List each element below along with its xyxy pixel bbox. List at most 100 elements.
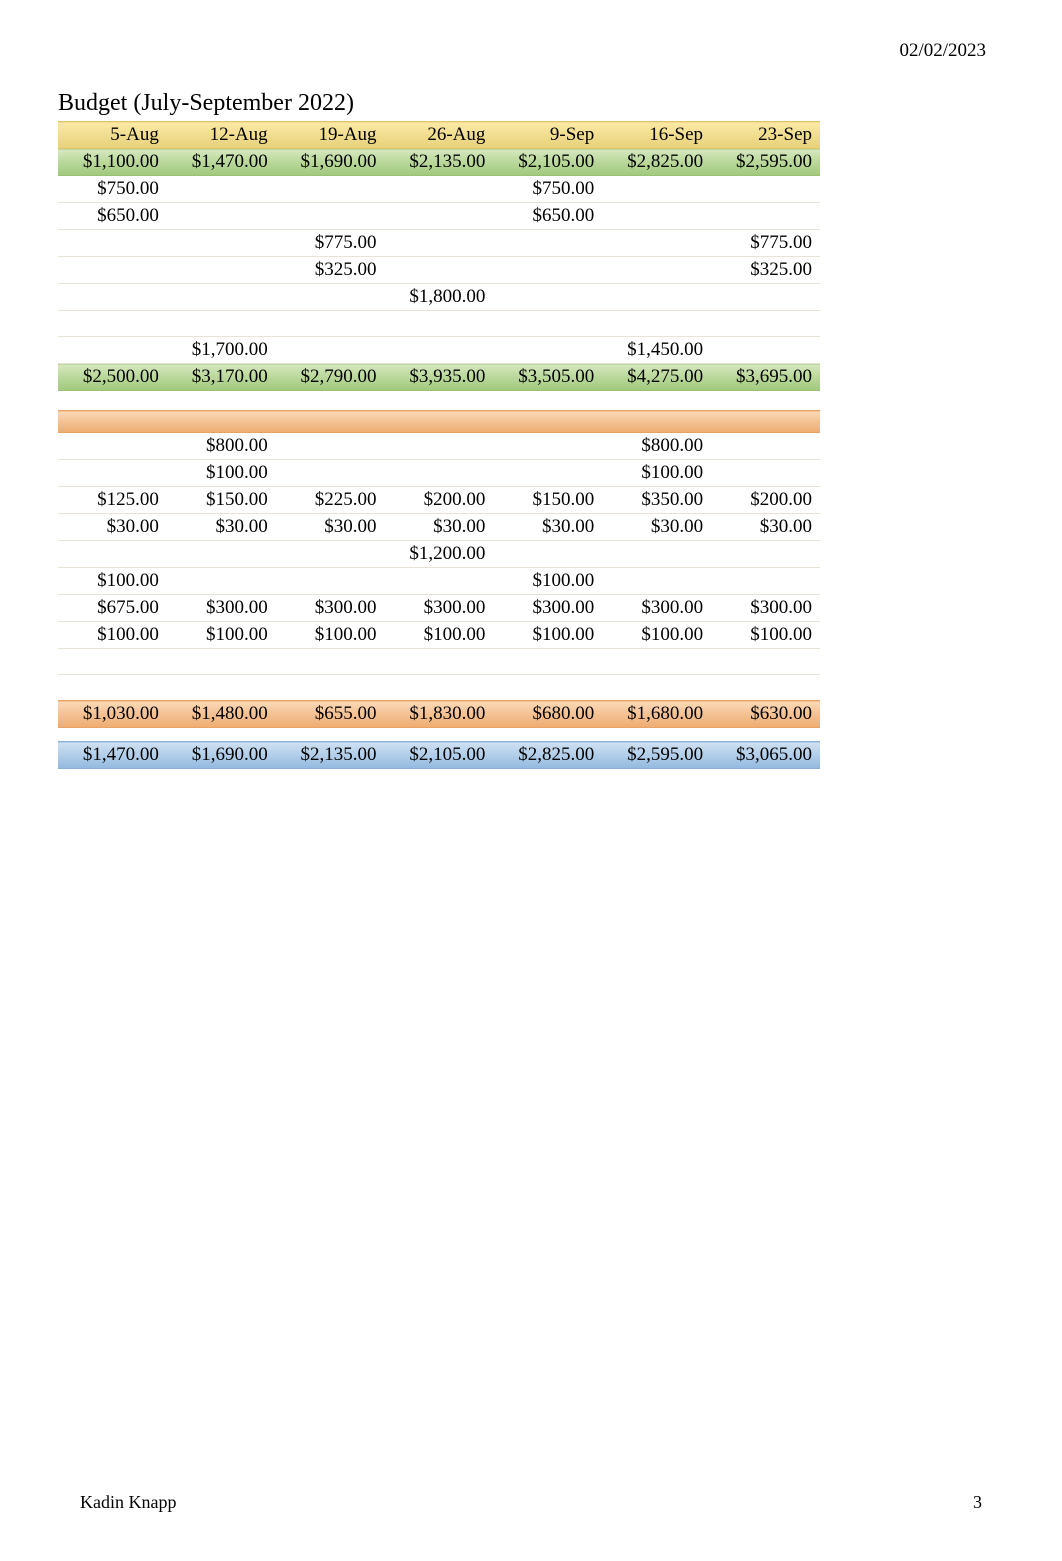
budget-table: 5-Aug12-Aug19-Aug26-Aug9-Sep16-Sep23-Sep… [58,121,820,769]
table-cell: $1,470.00 [58,742,167,769]
table-cell: $150.00 [493,487,602,514]
table-cell [602,257,711,284]
table-cell [385,649,494,675]
table-cell [276,541,385,568]
table-row [58,649,820,675]
table-cell: $655.00 [276,701,385,728]
table-cell: $100.00 [493,568,602,595]
table-row [58,411,820,433]
table-cell [711,284,820,311]
budget-table-wrap: 5-Aug12-Aug19-Aug26-Aug9-Sep16-Sep23-Sep… [58,121,820,769]
table-cell: $3,170.00 [167,364,276,391]
column-header: 12-Aug [167,122,276,149]
table-cell [602,311,711,337]
table-cell [276,460,385,487]
table-cell [602,176,711,203]
table-cell [58,257,167,284]
table-cell [385,391,494,411]
table-cell [711,203,820,230]
table-cell [711,649,820,675]
table-cell: $300.00 [711,595,820,622]
table-cell: $30.00 [167,514,276,541]
table-cell [711,460,820,487]
table-cell: $100.00 [493,622,602,649]
table-cell: $100.00 [711,622,820,649]
table-cell: $200.00 [385,487,494,514]
table-cell: $2,105.00 [385,742,494,769]
table-cell [493,675,602,701]
table-cell: $2,595.00 [602,742,711,769]
table-cell [385,257,494,284]
table-cell [167,568,276,595]
table-cell [58,675,167,701]
table-row: $125.00$150.00$225.00$200.00$150.00$350.… [58,487,820,514]
table-cell: $30.00 [602,514,711,541]
table-cell [385,675,494,701]
table-cell [711,568,820,595]
table-row: $675.00$300.00$300.00$300.00$300.00$300.… [58,595,820,622]
table-cell: $200.00 [711,487,820,514]
table-cell [58,728,167,742]
table-cell: $30.00 [385,514,494,541]
table-cell [493,230,602,257]
table-cell [602,203,711,230]
table-cell [58,284,167,311]
table-cell: $100.00 [385,622,494,649]
table-cell: $680.00 [493,701,602,728]
table-cell: $30.00 [276,514,385,541]
table-row: $325.00$325.00 [58,257,820,284]
table-cell [58,411,167,433]
table-cell [493,311,602,337]
column-header: 9-Sep [493,122,602,149]
table-cell [385,568,494,595]
table-cell [711,337,820,364]
table-cell: $650.00 [58,203,167,230]
table-cell [167,541,276,568]
table-cell: $30.00 [493,514,602,541]
table-cell: $1,450.00 [602,337,711,364]
table-cell: $775.00 [711,230,820,257]
table-cell [385,337,494,364]
table-cell: $1,800.00 [385,284,494,311]
table-cell [58,391,167,411]
table-cell: $225.00 [276,487,385,514]
table-cell [493,649,602,675]
table-cell [602,568,711,595]
table-cell [167,411,276,433]
table-cell: $1,680.00 [602,701,711,728]
table-cell [493,391,602,411]
table-cell [276,311,385,337]
table-row: $750.00$750.00 [58,176,820,203]
table-cell [276,675,385,701]
table-cell: $2,500.00 [58,364,167,391]
table-cell: $2,790.00 [276,364,385,391]
table-cell [58,541,167,568]
column-header: 5-Aug [58,122,167,149]
table-cell [167,203,276,230]
table-row: $1,700.00$1,450.00 [58,337,820,364]
table-cell: $100.00 [58,568,167,595]
table-row: $100.00$100.00 [58,460,820,487]
column-header: 23-Sep [711,122,820,149]
page-footer: Kadin Knapp 3 [80,1492,982,1513]
table-cell [167,257,276,284]
table-cell: $100.00 [167,622,276,649]
table-cell [493,284,602,311]
column-header: 19-Aug [276,122,385,149]
table-cell: $300.00 [167,595,276,622]
table-cell: $100.00 [602,460,711,487]
table-row: $1,030.00$1,480.00$655.00$1,830.00$680.0… [58,701,820,728]
table-cell: $750.00 [493,176,602,203]
table-cell [276,284,385,311]
table-cell: $325.00 [276,257,385,284]
table-cell: $2,825.00 [493,742,602,769]
table-cell [167,391,276,411]
table-cell: $300.00 [385,595,494,622]
table-row: $30.00$30.00$30.00$30.00$30.00$30.00$30.… [58,514,820,541]
table-cell: $2,595.00 [711,149,820,176]
table-row: $1,200.00 [58,541,820,568]
table-cell: $1,100.00 [58,149,167,176]
table-cell [711,391,820,411]
table-row [58,311,820,337]
table-cell: $1,830.00 [385,701,494,728]
